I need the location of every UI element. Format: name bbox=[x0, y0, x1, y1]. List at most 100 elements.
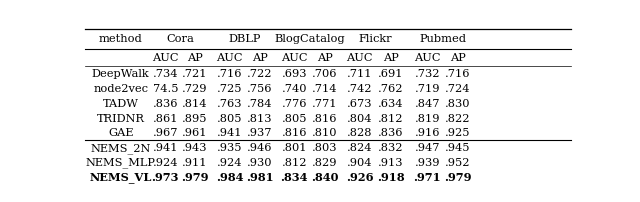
Text: .803: .803 bbox=[312, 143, 338, 153]
Text: .924: .924 bbox=[217, 157, 243, 167]
Text: NEMS_MLP: NEMS_MLP bbox=[86, 157, 156, 168]
Text: AUC: AUC bbox=[346, 53, 373, 63]
Text: node2vec: node2vec bbox=[93, 83, 148, 93]
Text: .693: .693 bbox=[282, 69, 307, 79]
Text: .812: .812 bbox=[282, 157, 307, 167]
Text: .973: .973 bbox=[152, 171, 179, 183]
Text: .814: .814 bbox=[182, 98, 208, 108]
Text: .918: .918 bbox=[377, 171, 404, 183]
Text: AP: AP bbox=[317, 53, 333, 63]
Text: .732: .732 bbox=[415, 69, 440, 79]
Text: .813: .813 bbox=[247, 113, 272, 123]
Text: .913: .913 bbox=[378, 157, 403, 167]
Text: .801: .801 bbox=[282, 143, 307, 153]
Text: .941: .941 bbox=[152, 143, 178, 153]
Text: .812: .812 bbox=[378, 113, 403, 123]
Text: .834: .834 bbox=[280, 171, 308, 183]
Text: .706: .706 bbox=[312, 69, 338, 79]
Text: .946: .946 bbox=[247, 143, 272, 153]
Text: .830: .830 bbox=[445, 98, 470, 108]
Text: .804: .804 bbox=[347, 113, 372, 123]
Text: .832: .832 bbox=[378, 143, 403, 153]
Text: .711: .711 bbox=[347, 69, 372, 79]
Text: .721: .721 bbox=[182, 69, 208, 79]
Text: GAE: GAE bbox=[108, 128, 133, 138]
Text: .634: .634 bbox=[378, 98, 403, 108]
Text: TADW: TADW bbox=[102, 98, 139, 108]
Text: AP: AP bbox=[383, 53, 398, 63]
Text: .762: .762 bbox=[378, 83, 403, 93]
Text: .729: .729 bbox=[182, 83, 208, 93]
Text: .979: .979 bbox=[181, 171, 209, 183]
Text: NEMS_VL: NEMS_VL bbox=[90, 171, 152, 183]
Text: .828: .828 bbox=[347, 128, 372, 138]
Text: .742: .742 bbox=[347, 83, 372, 93]
Text: .734: .734 bbox=[152, 69, 178, 79]
Text: .805: .805 bbox=[217, 113, 243, 123]
Text: AUC: AUC bbox=[152, 53, 179, 63]
Text: NEMS_2N: NEMS_2N bbox=[90, 142, 151, 153]
Text: .722: .722 bbox=[247, 69, 272, 79]
Text: .861: .861 bbox=[152, 113, 178, 123]
Text: .904: .904 bbox=[347, 157, 372, 167]
Text: .971: .971 bbox=[413, 171, 441, 183]
Text: .784: .784 bbox=[247, 98, 272, 108]
Text: .937: .937 bbox=[247, 128, 272, 138]
Text: .771: .771 bbox=[312, 98, 338, 108]
Text: .836: .836 bbox=[378, 128, 403, 138]
Text: .836: .836 bbox=[152, 98, 178, 108]
Text: AP: AP bbox=[187, 53, 203, 63]
Text: .756: .756 bbox=[247, 83, 272, 93]
Text: AUC: AUC bbox=[216, 53, 243, 63]
Text: .981: .981 bbox=[246, 171, 273, 183]
Text: .979: .979 bbox=[444, 171, 472, 183]
Text: AP: AP bbox=[450, 53, 466, 63]
Text: .816: .816 bbox=[282, 128, 307, 138]
Text: .952: .952 bbox=[445, 157, 470, 167]
Text: 74.5: 74.5 bbox=[152, 83, 178, 93]
Text: .930: .930 bbox=[247, 157, 272, 167]
Text: .805: .805 bbox=[282, 113, 307, 123]
Text: .916: .916 bbox=[415, 128, 440, 138]
Text: .716: .716 bbox=[217, 69, 243, 79]
Text: Pubmed: Pubmed bbox=[419, 34, 466, 44]
Text: .719: .719 bbox=[415, 83, 440, 93]
Text: Flickr: Flickr bbox=[358, 34, 392, 44]
Text: .819: .819 bbox=[415, 113, 440, 123]
Text: .829: .829 bbox=[312, 157, 338, 167]
Text: .941: .941 bbox=[217, 128, 243, 138]
Text: .847: .847 bbox=[415, 98, 440, 108]
Text: .945: .945 bbox=[445, 143, 470, 153]
Text: .824: .824 bbox=[347, 143, 372, 153]
Text: AUC: AUC bbox=[281, 53, 308, 63]
Text: .822: .822 bbox=[445, 113, 470, 123]
Text: .691: .691 bbox=[378, 69, 403, 79]
Text: BlogCatalog: BlogCatalog bbox=[275, 34, 345, 44]
Text: DBLP: DBLP bbox=[228, 34, 261, 44]
Text: .895: .895 bbox=[182, 113, 208, 123]
Text: .724: .724 bbox=[445, 83, 470, 93]
Text: .911: .911 bbox=[182, 157, 208, 167]
Text: .984: .984 bbox=[216, 171, 244, 183]
Text: .816: .816 bbox=[312, 113, 338, 123]
Text: DeepWalk: DeepWalk bbox=[92, 69, 150, 79]
Text: .673: .673 bbox=[347, 98, 372, 108]
Text: TRIDNR: TRIDNR bbox=[97, 113, 145, 123]
Text: .840: .840 bbox=[311, 171, 339, 183]
Text: .810: .810 bbox=[312, 128, 338, 138]
Text: .740: .740 bbox=[282, 83, 307, 93]
Text: .947: .947 bbox=[415, 143, 440, 153]
Text: method: method bbox=[99, 34, 143, 44]
Text: .714: .714 bbox=[312, 83, 338, 93]
Text: .925: .925 bbox=[445, 128, 470, 138]
Text: AUC: AUC bbox=[414, 53, 440, 63]
Text: .935: .935 bbox=[217, 143, 243, 153]
Text: .926: .926 bbox=[346, 171, 374, 183]
Text: .967: .967 bbox=[152, 128, 178, 138]
Text: .961: .961 bbox=[182, 128, 208, 138]
Text: Cora: Cora bbox=[166, 34, 194, 44]
Text: .763: .763 bbox=[217, 98, 243, 108]
Text: .716: .716 bbox=[445, 69, 470, 79]
Text: .943: .943 bbox=[182, 143, 208, 153]
Text: .924: .924 bbox=[152, 157, 178, 167]
